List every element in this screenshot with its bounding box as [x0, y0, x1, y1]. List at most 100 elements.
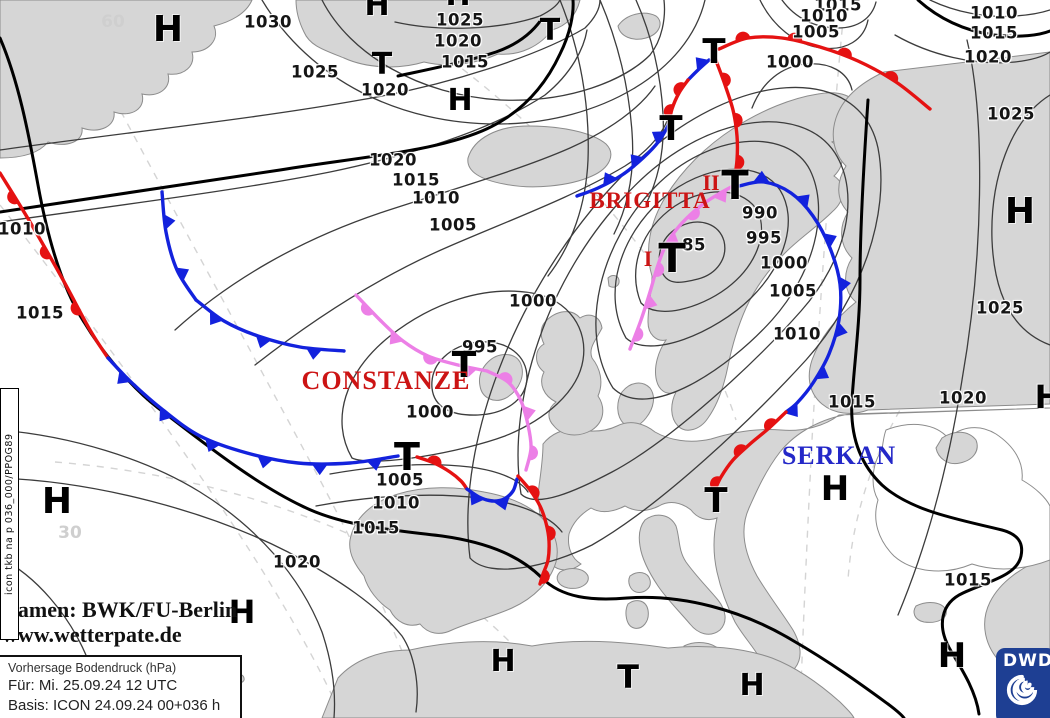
- landmass-cyprus: [913, 602, 947, 623]
- front-brigitta-cold: [737, 170, 851, 418]
- cold-front-marker: [257, 455, 274, 469]
- cold-front-marker: [163, 213, 176, 230]
- isobar: [0, 477, 418, 713]
- cold-front-marker: [603, 172, 618, 186]
- warm-front-marker: [527, 485, 540, 500]
- front-norway-cold-upper: [686, 57, 711, 82]
- cold-front-marker: [159, 407, 173, 422]
- cold-front-marker: [784, 403, 798, 418]
- cold-front-marker: [469, 491, 484, 506]
- forecast-info-box: Vorhersage Bodendruck (hPa) Für: Mi. 25.…: [0, 655, 242, 718]
- warm-front-marker: [733, 112, 743, 128]
- cold-front-marker: [815, 365, 830, 380]
- isobar: [0, 29, 588, 223]
- dwd-spiral-icon: [1006, 674, 1038, 706]
- dwd-logo: DWD: [996, 648, 1050, 718]
- warm-front-marker: [360, 302, 374, 316]
- front-iberia-cold: [465, 477, 519, 511]
- landmass-iberia: [349, 487, 558, 634]
- isobar-bold: [916, 0, 1050, 38]
- info-valid-time: Für: Mi. 25.09.24 12 UTC: [8, 677, 178, 694]
- warm-front-marker: [540, 569, 550, 584]
- warm-front-marker: [529, 445, 538, 461]
- sea-black-sea: [872, 424, 1050, 572]
- warm-front-marker: [710, 476, 721, 491]
- landmass-denmark: [617, 382, 654, 428]
- isobar: [0, 429, 336, 718]
- cold-front-marker: [306, 348, 323, 360]
- isobar: [517, 121, 849, 501]
- warm-front-marker: [633, 327, 644, 342]
- isobar-bold: [396, 18, 543, 78]
- isobar: [599, 0, 634, 235]
- graticule-line: [61, 0, 427, 718]
- isobar: [595, 140, 820, 400]
- isobar: [174, 85, 656, 331]
- cold-front-marker: [630, 154, 644, 168]
- front-atlantic-warm: [0, 171, 110, 360]
- cold-front-marker: [644, 294, 658, 310]
- warm-front-marker: [764, 418, 778, 431]
- isobar: [0, 0, 601, 151]
- warm-front-marker: [673, 82, 686, 96]
- info-model-basis: Basis: ICON 24.09.24 00+036 h: [8, 697, 221, 714]
- cold-front-marker: [713, 189, 727, 203]
- warm-front-marker: [686, 207, 700, 221]
- front-biscay-cold-south: [194, 298, 346, 360]
- isobar: [547, 0, 589, 277]
- landmass-greenland: [0, 0, 253, 159]
- front-adriatic-warm: [710, 410, 788, 494]
- front-norway-cold-lower: [575, 122, 671, 198]
- isobar: [321, 0, 666, 101]
- dwd-logo-text: DWD: [1003, 651, 1050, 671]
- landmass-italy: [638, 514, 726, 635]
- front-brigitta-occluded: [628, 184, 735, 351]
- cold-front-marker: [835, 322, 848, 338]
- warm-front-marker: [663, 104, 674, 119]
- isobar-bold: [0, 36, 906, 718]
- warm-front-marker: [720, 72, 731, 88]
- landmass-corsica: [628, 572, 651, 593]
- front-constanze-occluded-west: [354, 293, 489, 379]
- isobar: [614, 168, 789, 347]
- warm-front-marker: [70, 301, 82, 316]
- cold-front-marker: [205, 438, 221, 452]
- isobar-bold: [0, 0, 575, 214]
- isobar: [751, 63, 853, 109]
- warm-front-marker: [837, 47, 852, 58]
- front-iberia-warm-west: [415, 455, 469, 491]
- cold-front-marker: [461, 365, 478, 379]
- landmass-arctic-coast: [295, 0, 581, 68]
- landmass-europe: [537, 407, 1050, 675]
- warm-front-marker: [733, 444, 747, 457]
- cold-front-marker: [494, 497, 510, 511]
- landmass-sardinia: [625, 600, 649, 629]
- warm-front-marker: [654, 262, 665, 277]
- warm-front-marker: [7, 190, 19, 205]
- landmass-uk: [536, 311, 604, 436]
- warm-front-marker: [787, 32, 803, 42]
- isobar: [897, 39, 981, 616]
- warm-front-marker: [498, 372, 513, 384]
- landmass-crimea: [935, 431, 978, 465]
- cold-front-marker: [651, 131, 666, 145]
- warm-front-marker: [427, 455, 442, 467]
- front-atlantic-cold: [106, 356, 400, 476]
- cold-front-marker: [695, 57, 710, 71]
- credits: Namen: BWK/FU-Berlin www.wetterpate.de: [2, 597, 238, 647]
- info-product-title: Vorhersage Bodendruck (hPa): [8, 661, 177, 675]
- isobar: [991, 94, 1050, 346]
- front-constanze-occluded-south: [485, 369, 538, 472]
- credits-names-line: Namen: BWK/FU-Berlin: [2, 597, 238, 622]
- warm-front-marker: [547, 525, 556, 541]
- front-iberia-warm-east: [516, 474, 556, 586]
- cold-front-marker: [665, 231, 680, 246]
- cold-front-marker: [389, 330, 403, 345]
- isobar: [254, 111, 671, 366]
- isobar: [467, 86, 882, 570]
- cold-front-marker: [753, 170, 770, 183]
- cold-front-marker: [117, 370, 131, 384]
- cold-front-marker: [311, 464, 328, 476]
